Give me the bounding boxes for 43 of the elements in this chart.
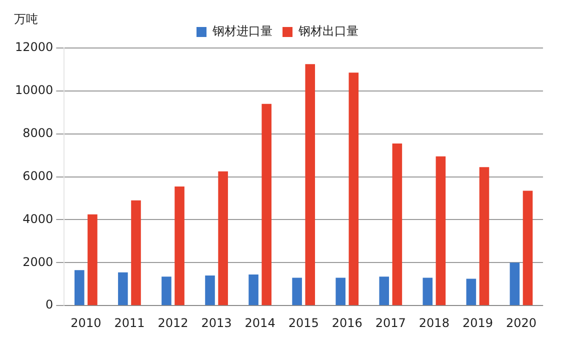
bar [479,167,490,306]
x-tick-label: 2012 [158,316,188,330]
y-tick-label: 4000 [22,212,54,226]
bar [205,276,215,306]
bar [131,200,141,306]
y-axis-title: 万吨 [14,12,38,26]
bar [348,72,359,306]
y-tick-label: 2000 [22,254,54,269]
legend-label: 钢材进口量 [212,24,272,38]
x-tick-label: 2011 [114,316,145,330]
x-tick-label: 2013 [201,316,232,330]
bar [436,156,446,306]
bar [292,278,302,306]
bar [466,278,476,306]
bar [392,144,402,306]
x-tick-label: 2018 [418,316,450,330]
bar [118,272,128,306]
bar [422,278,433,306]
y-tick-label: 10000 [14,83,54,98]
bar [522,190,533,306]
y-tick-label: 8000 [22,126,54,140]
bar [336,278,346,306]
y-tick-label: 6000 [22,168,54,183]
bar [162,276,172,306]
x-tick-label: 2017 [375,316,406,330]
bar [379,276,390,306]
bar [305,64,316,306]
bar [218,171,228,306]
x-tick-label: 2014 [244,316,276,330]
x-tick-label: 2015 [288,316,319,330]
bar [248,274,258,306]
y-tick-label: 12000 [14,40,54,54]
bar [88,214,98,306]
legend-label: 钢材出口量 [298,24,358,38]
bar [262,104,272,306]
bar [510,262,520,306]
y-tick-label: 0 [46,298,54,312]
bar [174,186,184,306]
x-tick-label: 2016 [332,316,362,330]
x-tick-label: 2020 [506,316,537,330]
x-tick-label: 2010 [70,316,102,330]
bar [74,270,84,306]
x-tick-label: 2019 [462,316,493,330]
